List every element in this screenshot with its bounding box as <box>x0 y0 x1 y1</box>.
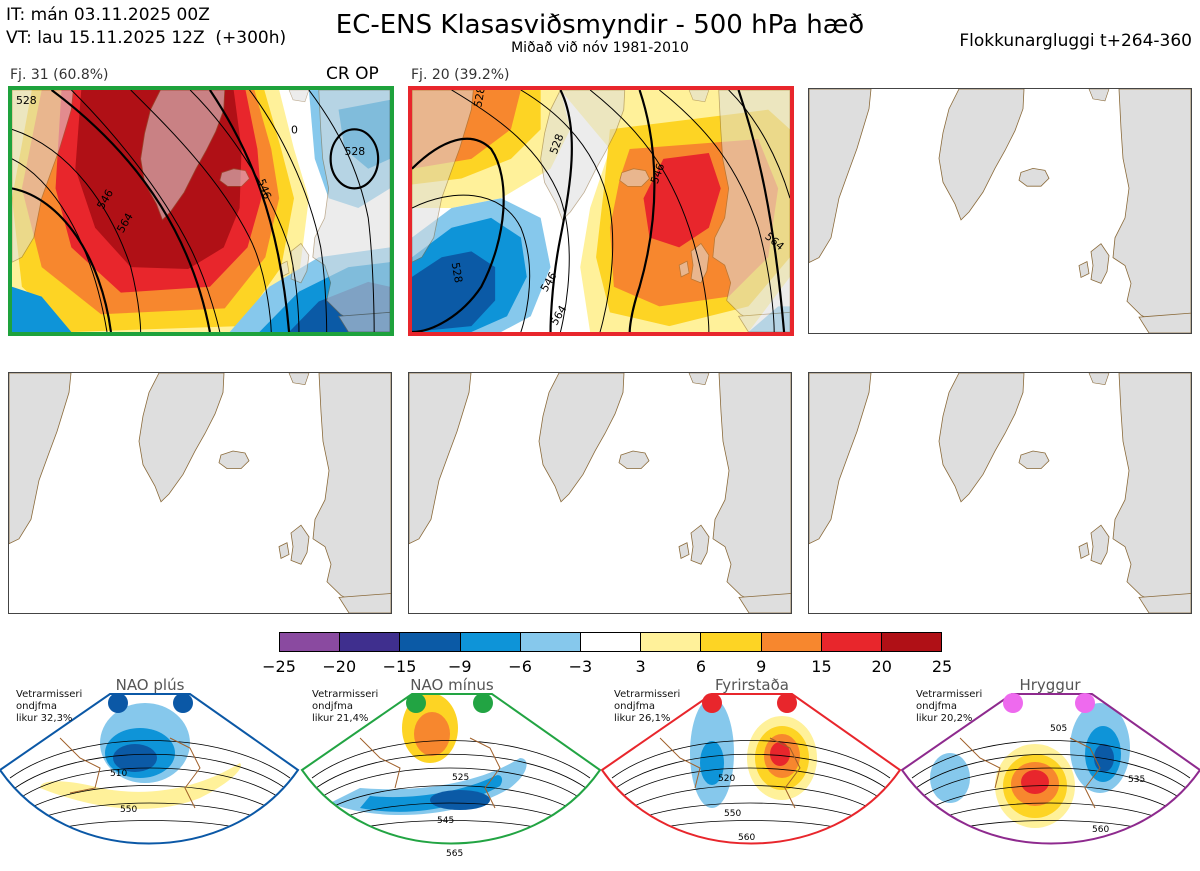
colorbar-segment <box>761 633 822 651</box>
contour-label: 505 <box>1050 724 1067 734</box>
regime-title: Fyrirstaða <box>715 676 789 694</box>
colorbar-segment <box>460 633 521 651</box>
base-map <box>409 373 791 613</box>
note-line: likur 20,2% <box>916 713 973 724</box>
contour-label: 0 <box>291 123 298 136</box>
colorbar-tick-label: 25 <box>931 657 953 676</box>
contour-label: 528 <box>344 145 365 158</box>
base-map <box>9 373 391 613</box>
regime-title: Hryggur <box>1019 676 1081 694</box>
classification-window: Flokkunargluggi t+264-360 <box>959 31 1192 51</box>
regime-title: NAO mínus <box>410 676 494 694</box>
regime-note: Vetrarmisseri ondjfma likur 20,2% <box>916 689 982 725</box>
contour-label: 535 <box>1128 775 1145 785</box>
colorbar-tick-label: −25 <box>262 657 296 676</box>
cluster-1-label: Fj. 31 (60.8%) <box>10 67 109 83</box>
init-time: IT: mán 03.11.2025 00Z <box>6 5 210 25</box>
cluster-2-map: 528 528 546 546 564 564 528 <box>408 86 794 336</box>
cluster-1-map: 528 546 564 546 0 528 <box>8 86 394 336</box>
contour-label: 510 <box>110 769 127 779</box>
colorbar-segment <box>701 633 762 651</box>
note-line: ondjfma <box>614 701 655 712</box>
page-subtitle: Miðað við nóv 1981-2010 <box>511 40 689 56</box>
colorbar-tick-label: 3 <box>635 657 646 676</box>
colorbar-segment <box>641 633 702 651</box>
contour-label: 550 <box>120 805 137 815</box>
colorbar <box>279 632 942 652</box>
colorbar-tick-label: −15 <box>382 657 417 676</box>
contour-label: 528 <box>16 94 37 107</box>
colorbar-tick-label: −20 <box>322 657 357 676</box>
contour-label: 545 <box>437 816 454 826</box>
contour-label: 525 <box>452 773 469 783</box>
page-title: EC-ENS Klasasviðsmyndir - 500 hPa hæð <box>335 10 865 40</box>
colorbar-segment <box>580 633 642 651</box>
note-line: ondjfma <box>16 701 57 712</box>
contour-label: 550 <box>724 809 741 819</box>
contour-label: 560 <box>738 833 755 843</box>
base-map <box>809 89 1191 333</box>
colorbar-segment <box>881 633 942 651</box>
note-line: ondjfma <box>916 701 957 712</box>
regime-note: Vetrarmisseri ondjfma likur 26,1% <box>614 689 680 725</box>
colorbar-tick-label: −9 <box>448 657 472 676</box>
header-times: IT: mán 03.11.2025 00Z VT: lau 15.11.202… <box>6 4 286 50</box>
colorbar-segment <box>340 633 401 651</box>
colorbar-segment <box>520 633 581 651</box>
empty-map-3 <box>808 88 1192 334</box>
colorbar-segment <box>280 633 341 651</box>
regime-panels: 510 550 525 545 565 520 550 560 505 535 … <box>0 693 1200 859</box>
contour-label: 565 <box>446 849 463 859</box>
empty-map-6 <box>808 372 1192 614</box>
regime-note: Vetrarmisseri ondjfma likur 21,4% <box>312 689 378 725</box>
note-line: Vetrarmisseri <box>614 689 681 700</box>
colorbar-tick-label: −3 <box>568 657 593 676</box>
contour-label: 528 <box>449 261 465 284</box>
colorbar-tick-label: 6 <box>695 657 706 676</box>
contour-label: 560 <box>1092 825 1109 835</box>
contour-label: 528 <box>471 90 487 108</box>
colorbar-tick-label: 9 <box>756 657 767 676</box>
cluster-2-anomaly-map: 528 528 546 546 564 564 528 <box>412 90 790 332</box>
empty-map-5 <box>408 372 792 614</box>
colorbar-tick-label: 20 <box>871 657 892 676</box>
contour-label: 520 <box>718 774 735 784</box>
colorbar-tick-label: −6 <box>508 657 532 676</box>
cluster-1-tag: CR OP <box>326 64 379 84</box>
note-line: likur 32,3% <box>16 713 73 724</box>
note-line: Vetrarmisseri <box>16 689 83 700</box>
note-line: likur 26,1% <box>614 713 671 724</box>
note-line: Vetrarmisseri <box>312 689 379 700</box>
base-map <box>809 373 1191 613</box>
regime-title: NAO plús <box>115 676 185 694</box>
cluster-1-anomaly-map: 528 546 564 546 0 528 <box>12 90 390 332</box>
cluster-2-label: Fj. 20 (39.2%) <box>411 67 510 83</box>
colorbar-segment <box>400 633 461 651</box>
colorbar-tick-label: 15 <box>811 657 832 676</box>
note-line: ondjfma <box>312 701 353 712</box>
empty-map-4 <box>8 372 392 614</box>
note-line: likur 21,4% <box>312 713 369 724</box>
colorbar-segment <box>821 633 882 651</box>
valid-time: VT: lau 15.11.2025 12Z (+300h) <box>6 28 287 48</box>
regime-note: Vetrarmisseri ondjfma likur 32,3% <box>16 689 82 725</box>
note-line: Vetrarmisseri <box>916 689 983 700</box>
